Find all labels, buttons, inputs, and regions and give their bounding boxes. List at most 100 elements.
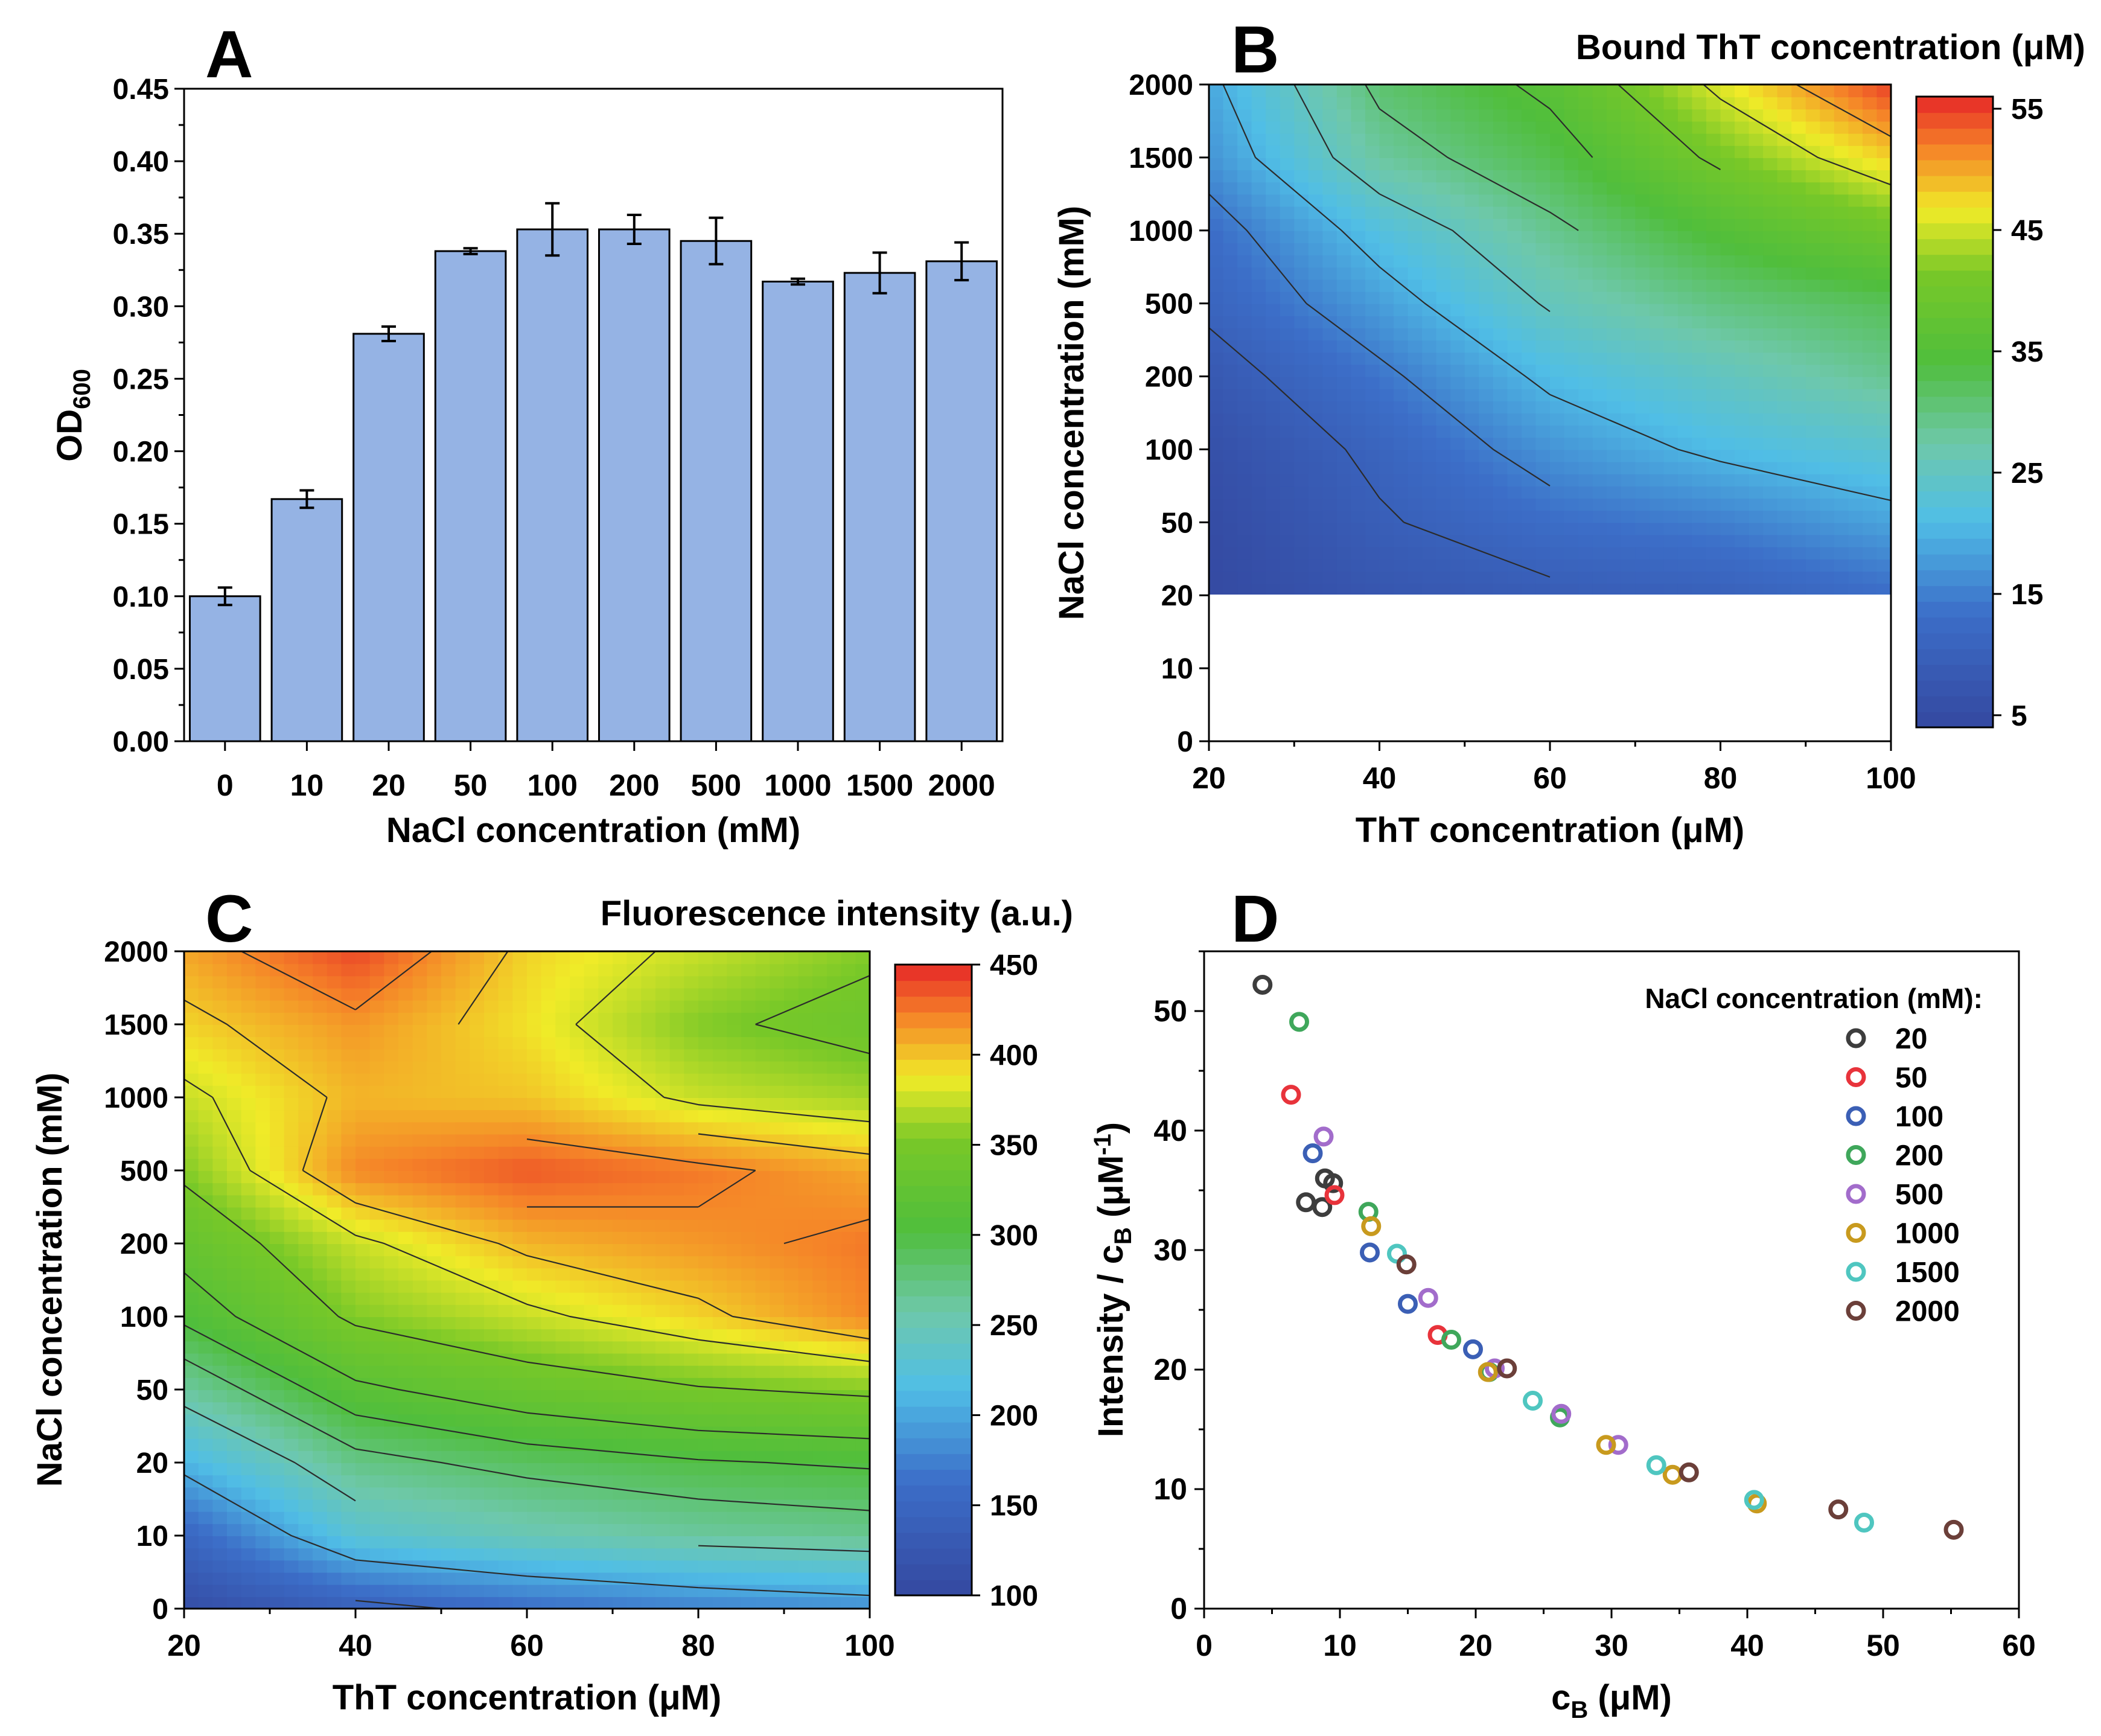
heatmap-cell bbox=[198, 1219, 214, 1232]
heatmap-cell bbox=[355, 1219, 371, 1232]
heatmap-cell bbox=[855, 1560, 870, 1573]
heatmap-cell bbox=[1848, 279, 1863, 292]
heatmap-cell bbox=[398, 1256, 413, 1269]
heatmap-cell bbox=[684, 1536, 699, 1549]
heatmap-cell bbox=[1564, 157, 1580, 171]
heatmap-cell bbox=[684, 1316, 699, 1330]
heatmap-cell bbox=[1635, 510, 1650, 523]
heatmap-cell bbox=[784, 1219, 799, 1232]
heatmap-cell bbox=[298, 1000, 313, 1013]
heatmap-cell bbox=[827, 1170, 842, 1184]
heatmap-cell bbox=[1692, 400, 1707, 413]
heatmap-cell bbox=[1692, 157, 1707, 171]
heatmap-cell bbox=[1379, 558, 1395, 572]
heatmap-cell bbox=[1422, 327, 1437, 341]
heatmap-cell bbox=[470, 1219, 485, 1232]
heatmap-cell bbox=[1564, 242, 1580, 256]
heatmap-cell bbox=[1450, 522, 1465, 535]
heatmap-cell bbox=[527, 1182, 542, 1196]
heatmap-cell bbox=[198, 1207, 214, 1220]
heatmap-cell bbox=[1365, 376, 1380, 389]
heatmap-cell bbox=[313, 1109, 328, 1123]
heatmap-cell bbox=[1763, 388, 1778, 401]
heatmap-cell bbox=[527, 988, 542, 1001]
heatmap-cell bbox=[1720, 558, 1736, 572]
heatmap-cell bbox=[1294, 570, 1309, 584]
heatmap-cell bbox=[241, 1475, 257, 1488]
heatmap-cell bbox=[327, 951, 342, 965]
heatmap-cell bbox=[1607, 510, 1622, 523]
heatmap-cell bbox=[1308, 340, 1324, 353]
colorbar-band bbox=[1916, 365, 1993, 381]
heatmap-cell bbox=[626, 1219, 642, 1232]
heatmap-cell bbox=[584, 1268, 599, 1281]
heatmap-cell bbox=[484, 975, 499, 989]
heatmap-cell bbox=[470, 1061, 485, 1074]
heatmap-cell bbox=[241, 1268, 257, 1281]
heatmap-cell bbox=[1663, 279, 1679, 292]
heatmap-cell bbox=[341, 1560, 356, 1573]
heatmap-cell bbox=[698, 1134, 713, 1147]
heatmap-cell bbox=[613, 1523, 628, 1536]
heatmap-cell bbox=[641, 1292, 656, 1305]
heatmap-cell bbox=[1507, 364, 1522, 377]
heatmap-cell bbox=[441, 1536, 456, 1549]
heatmap-cell bbox=[1223, 352, 1239, 365]
heatmap-cell bbox=[1521, 522, 1537, 535]
heatmap-cell bbox=[1251, 352, 1267, 365]
heatmap-cell bbox=[841, 1048, 856, 1062]
heatmap-cell bbox=[584, 1243, 599, 1257]
heatmap-cell bbox=[1479, 170, 1494, 183]
heatmap-cell bbox=[798, 975, 814, 989]
heatmap-cell bbox=[369, 1511, 385, 1524]
heatmap-cell bbox=[455, 1499, 471, 1512]
heatmap-cell bbox=[669, 1048, 685, 1062]
heatmap-cell bbox=[1621, 510, 1636, 523]
heatmap-cell bbox=[770, 1134, 785, 1147]
heatmap-cell bbox=[1422, 473, 1437, 487]
heatmap-cell bbox=[541, 1219, 556, 1232]
heatmap-cell bbox=[1479, 291, 1494, 304]
y-tick-label-500: 500 bbox=[120, 1155, 168, 1187]
heatmap-cell bbox=[1564, 230, 1580, 243]
heatmap-cell bbox=[1578, 583, 1593, 595]
heatmap-cell bbox=[1649, 461, 1665, 474]
heatmap-cell bbox=[1322, 388, 1337, 401]
heatmap-cell bbox=[1479, 315, 1494, 328]
heatmap-cell bbox=[1706, 157, 1721, 171]
heatmap-cell bbox=[498, 1450, 514, 1463]
heatmap-cell bbox=[812, 975, 827, 989]
heatmap-cell bbox=[255, 1231, 270, 1244]
heatmap-cell bbox=[327, 1280, 342, 1293]
heatmap-cell bbox=[212, 1316, 228, 1330]
heatmap-cell bbox=[727, 951, 742, 965]
heatmap-cell bbox=[1706, 133, 1721, 146]
colorbar-band bbox=[1916, 475, 1993, 492]
heatmap-cell bbox=[626, 1061, 642, 1074]
heatmap-cell bbox=[284, 1487, 299, 1500]
panel-c: C Fluorescence intensity (a.u.) 01020501… bbox=[30, 882, 1073, 1717]
heatmap-cell bbox=[770, 1499, 785, 1512]
heatmap-cell bbox=[1692, 206, 1707, 219]
heatmap-cell bbox=[1365, 340, 1380, 353]
heatmap-cell bbox=[641, 1341, 656, 1354]
heatmap-cell bbox=[727, 1036, 742, 1050]
heatmap-cell bbox=[184, 1231, 199, 1244]
heatmap-cell bbox=[812, 963, 827, 977]
heatmap-cell bbox=[1735, 121, 1750, 134]
heatmap-cell bbox=[613, 1134, 628, 1147]
heatmap-cell bbox=[584, 1195, 599, 1208]
heatmap-cell bbox=[398, 1146, 413, 1159]
heatmap-cell bbox=[1635, 194, 1650, 207]
heatmap-cell bbox=[827, 951, 842, 965]
heatmap-cell bbox=[755, 1487, 771, 1500]
heatmap-cell bbox=[1365, 267, 1380, 280]
heatmap-cell bbox=[855, 1499, 870, 1512]
heatmap-cell bbox=[1550, 121, 1565, 134]
heatmap-cell bbox=[1450, 315, 1465, 328]
heatmap-cell bbox=[1607, 583, 1622, 595]
heatmap-cell bbox=[227, 1414, 242, 1427]
heatmap-cell bbox=[1578, 157, 1593, 171]
